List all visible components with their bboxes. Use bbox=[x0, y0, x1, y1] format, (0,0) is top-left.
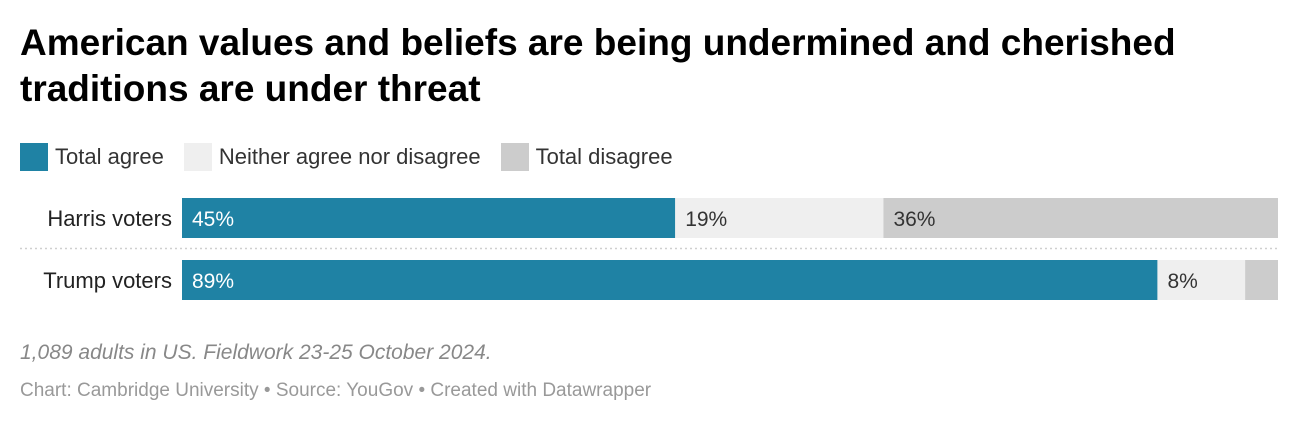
legend-item-total-disagree: Total disagree bbox=[500, 143, 673, 171]
value-label-trump-voters-total-agree: 89% bbox=[192, 270, 234, 293]
bar-harris-voters-total-disagree bbox=[883, 198, 1278, 238]
legend: Total agree Neither agree nor disagree T… bbox=[20, 142, 693, 172]
bar-trump-voters-total-agree bbox=[182, 260, 1158, 300]
legend-label-neither: Neither agree nor disagree bbox=[218, 144, 481, 169]
legend-item-neither: Neither agree nor disagree bbox=[183, 143, 481, 171]
category-label-harris-voters: Harris voters bbox=[47, 206, 172, 231]
legend-swatch-total-disagree bbox=[500, 143, 529, 171]
legend-swatch-total-agree bbox=[20, 143, 48, 171]
legend-label-total-disagree: Total disagree bbox=[535, 144, 673, 169]
bar-harris-voters-neither-agree-nor-disagree bbox=[675, 198, 884, 238]
value-label-harris-voters-total-disagree: 36% bbox=[893, 208, 935, 231]
chart-title: American values and beliefs are being un… bbox=[20, 22, 1176, 109]
value-label-trump-voters-neither-agree-nor-disagree: 8% bbox=[1167, 270, 1197, 293]
bar-trump-voters-total-disagree bbox=[1245, 260, 1278, 300]
chart-note: 1,089 adults in US. Fieldwork 23-25 Octo… bbox=[20, 341, 492, 364]
chart-source: Chart: Cambridge University • Source: Yo… bbox=[20, 380, 652, 401]
legend-label-total-agree: Total agree bbox=[55, 144, 164, 169]
legend-item-total-agree: Total agree bbox=[20, 143, 164, 171]
stacked-bar-chart: Harris voters 45% 19% 36% Trump voters 89% 8% bbox=[20, 198, 1278, 300]
value-label-harris-voters-total-agree: 45% bbox=[192, 208, 234, 231]
bar-trump-voters-neither-agree-nor-disagree bbox=[1157, 260, 1246, 300]
legend-swatch-neither bbox=[183, 143, 212, 171]
value-label-harris-voters-neither-agree-nor-disagree: 19% bbox=[685, 208, 727, 231]
category-label-trump-voters: Trump voters bbox=[43, 268, 172, 293]
bar-harris-voters-total-agree bbox=[182, 198, 676, 238]
